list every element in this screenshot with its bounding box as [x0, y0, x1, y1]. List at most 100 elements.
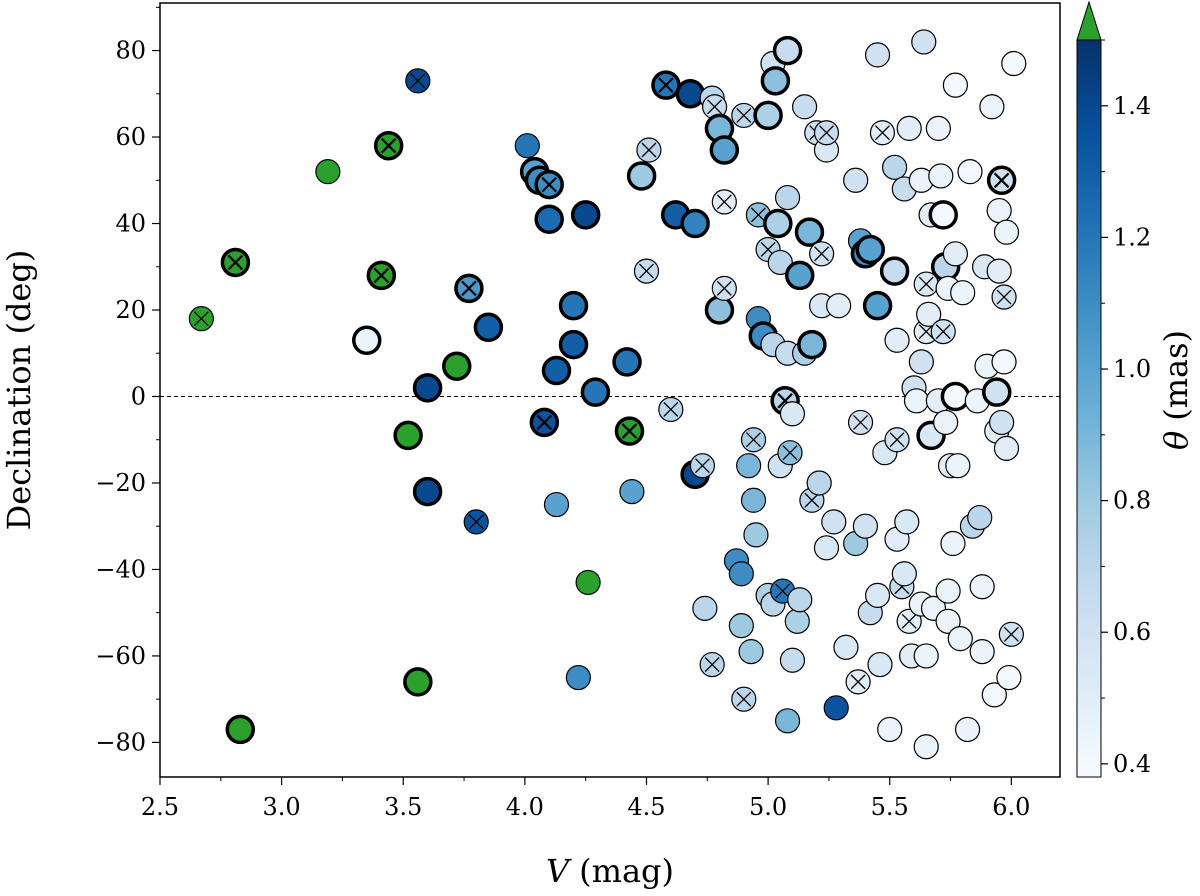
data-point-cross — [804, 492, 820, 508]
data-point-cross — [621, 423, 638, 439]
data-point — [779, 401, 806, 427]
data-point — [913, 271, 939, 297]
data-point — [787, 587, 813, 613]
data-point — [847, 409, 874, 436]
data-point-cross — [663, 401, 679, 417]
data-point — [393, 420, 423, 451]
data-point — [689, 453, 716, 479]
data-point-marker — [913, 643, 939, 669]
y-tick-label: −80 — [95, 728, 146, 756]
data-point-marker — [864, 582, 891, 608]
data-point-marker — [884, 327, 910, 353]
y-tick-label: 20 — [115, 296, 146, 324]
x-tick-label: 4.5 — [627, 793, 665, 821]
data-point-marker — [570, 200, 601, 230]
data-point-marker — [779, 401, 806, 427]
data-point — [852, 513, 879, 539]
data-point — [993, 435, 1020, 461]
data-point — [352, 325, 382, 356]
data-point-marker — [916, 301, 942, 327]
data-point — [843, 167, 869, 193]
data-point-marker — [935, 578, 961, 604]
data-point — [855, 234, 886, 265]
data-point — [373, 130, 404, 161]
data-point — [908, 349, 934, 375]
data-point — [405, 68, 431, 94]
plot-area: 2.5 3.0 3.5 4.0 4.5 5.0 5.5 6.0 80 60 40 20 0 −20 −40… — [95, 2, 1061, 821]
data-point — [894, 509, 920, 535]
colorbar-tick-label: 1.0 — [1113, 355, 1151, 383]
data-point-marker — [791, 94, 818, 120]
data-point-marker — [986, 197, 1012, 224]
y-tick-label: −40 — [95, 555, 146, 583]
data-point — [957, 159, 983, 185]
data-point — [884, 427, 910, 453]
data-point — [813, 535, 840, 561]
data-point — [869, 120, 896, 146]
colorbar-tick-label: 0.4 — [1113, 750, 1151, 778]
data-point-marker — [680, 208, 710, 239]
colorbar-extend-arrow — [1076, 0, 1102, 41]
data-point-marker — [774, 708, 801, 734]
data-point — [947, 626, 973, 652]
data-point-cross — [380, 137, 397, 154]
data-point-marker — [403, 667, 433, 697]
data-point — [558, 290, 589, 321]
data-point — [220, 247, 251, 278]
data-point — [740, 427, 767, 453]
data-point — [925, 115, 951, 141]
data-point — [626, 161, 657, 191]
data-point-marker — [393, 420, 423, 451]
data-point-marker — [473, 312, 504, 343]
data-point-cross — [716, 280, 732, 296]
data-point — [979, 94, 1005, 120]
data-point — [412, 373, 443, 403]
data-point — [942, 72, 969, 98]
data-point — [913, 734, 939, 760]
colorbar-title-var: θ — [1157, 431, 1195, 450]
data-point — [986, 165, 1017, 196]
data-point-marker — [942, 241, 969, 267]
data-point-marker — [925, 115, 951, 141]
data-point-marker — [891, 561, 917, 587]
data-points — [188, 29, 1027, 760]
data-point-cross — [694, 458, 710, 474]
data-point — [913, 643, 939, 669]
data-point-marker — [541, 355, 572, 386]
colorbar-ticks: 0.4 0.6 0.8 1.0 1.2 1.4 — [1101, 39, 1151, 778]
data-point — [891, 561, 917, 587]
colorbar-tick-label: 1.2 — [1113, 223, 1151, 251]
data-point-marker — [767, 249, 793, 276]
data-point-marker — [942, 72, 969, 98]
data-point — [986, 197, 1012, 224]
data-point — [558, 329, 589, 360]
data-point — [473, 312, 504, 343]
x-tick-label: 3.5 — [384, 793, 422, 821]
data-point-cross — [704, 657, 720, 673]
data-point-marker — [950, 280, 976, 306]
data-point-marker — [580, 377, 611, 407]
data-point — [514, 133, 540, 159]
data-point — [991, 349, 1017, 375]
data-point — [570, 200, 601, 230]
data-point-marker — [996, 664, 1022, 691]
data-point — [731, 102, 757, 129]
colorbar: 0.4 0.6 0.8 1.0 1.2 1.4 θ (mas) — [1076, 0, 1195, 778]
data-point-marker — [986, 258, 1012, 284]
data-point-marker — [967, 504, 993, 531]
data-point — [315, 159, 341, 185]
colorbar-title: θ (mas) — [1157, 330, 1195, 450]
colorbar-tick-label: 0.6 — [1113, 618, 1151, 646]
data-point — [809, 241, 835, 267]
data-point — [911, 29, 937, 55]
colorbar-tick-label: 0.8 — [1113, 487, 1151, 515]
data-point — [738, 639, 764, 665]
data-point-cross — [410, 73, 426, 89]
data-point-marker — [774, 184, 801, 211]
data-point-cross — [641, 142, 657, 158]
data-point — [833, 634, 859, 660]
data-point-cross — [746, 432, 761, 448]
data-point-marker — [412, 373, 443, 403]
data-point-marker — [991, 349, 1017, 375]
data-point-marker — [954, 716, 981, 743]
